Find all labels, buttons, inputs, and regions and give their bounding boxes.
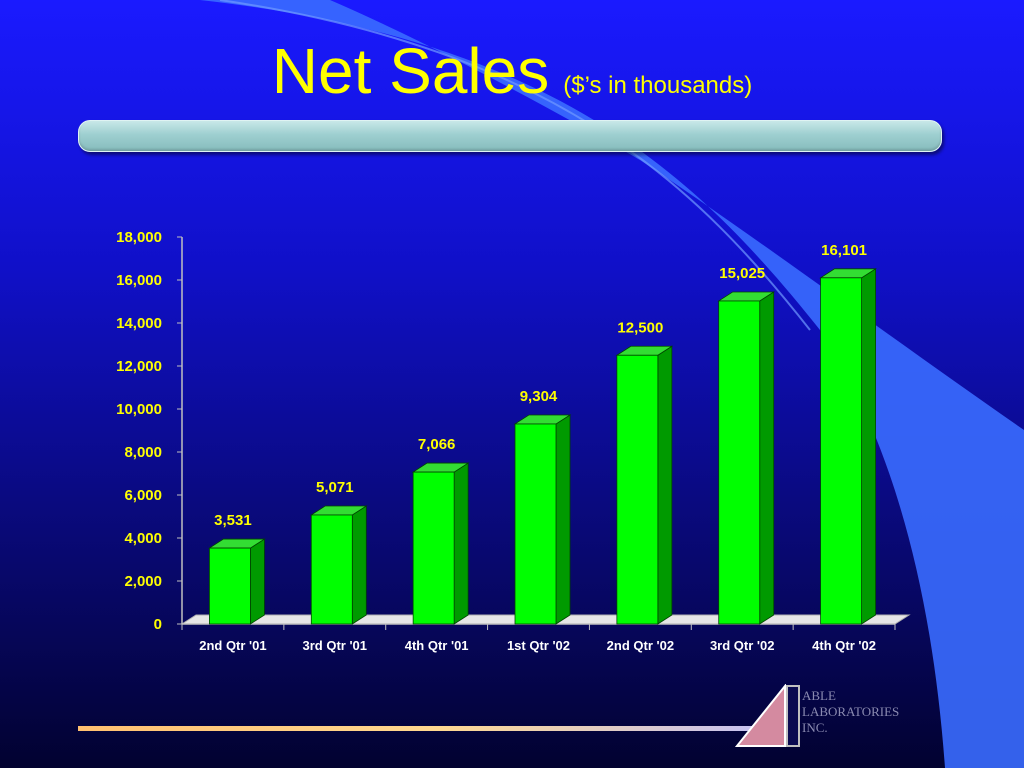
y-tick-label: 18,000: [116, 229, 162, 246]
x-category-label: 1st Qtr '02: [507, 638, 570, 653]
logo-wordmark: ABLE LABORATORIES INC.: [802, 688, 900, 735]
bar-data-label: 3,531: [214, 512, 252, 529]
bar-side: [861, 268, 876, 625]
bar-data-label: 5,071: [316, 479, 354, 496]
bar: [209, 547, 251, 625]
y-tick-label: 14,000: [116, 315, 162, 332]
y-tick-label: 0: [154, 616, 162, 633]
y-tick-label: 2,000: [124, 573, 162, 590]
x-category-label: 4th Qtr '01: [405, 638, 469, 653]
logo-triangle: [735, 684, 786, 747]
x-category-label: 4th Qtr '02: [812, 638, 876, 653]
bar: [718, 300, 761, 625]
chart-bars: [208, 268, 877, 625]
bar-side: [759, 291, 775, 625]
x-category-label: 3rd Qtr '02: [710, 638, 775, 653]
bar-side: [250, 538, 265, 625]
company-logo: [735, 684, 800, 747]
x-category-label: 2nd Qtr '01: [199, 638, 266, 653]
bar-side: [351, 505, 367, 625]
title-main: Net Sales: [271, 35, 550, 107]
bar-data-label: 7,066: [418, 436, 456, 453]
title-underline-bar: [78, 120, 942, 152]
y-tick-label: 10,000: [116, 401, 162, 418]
x-category-label: 2nd Qtr '02: [607, 638, 674, 653]
bar-data-label: 12,500: [617, 319, 663, 336]
bar: [310, 514, 353, 625]
title-subtitle: ($’s in thousands): [563, 72, 753, 99]
bar-data-label: 9,304: [520, 388, 558, 405]
bar-side: [453, 462, 469, 625]
y-tick-label: 16,000: [116, 272, 162, 289]
bar-data-label: 16,101: [821, 242, 867, 259]
chart-labels: 0 2,000 4,000 6,000 8,000 10,000 12,000 14,000 1…: [116, 229, 876, 653]
bar-side: [555, 414, 571, 625]
bar: [412, 471, 455, 625]
bar-side: [657, 345, 673, 625]
y-tick-label: 6,000: [124, 487, 162, 504]
bar: [514, 423, 557, 625]
logo-bar: [786, 685, 800, 747]
y-tick-label: 8,000: [124, 444, 162, 461]
bar-data-label: 15,025: [719, 265, 765, 282]
slide-title: Net Sales ($’s in thousands): [0, 34, 1024, 108]
footer-line: [78, 726, 798, 731]
y-tick-label: 4,000: [124, 530, 162, 547]
y-tick-label: 12,000: [116, 358, 162, 375]
x-category-label: 3rd Qtr '01: [303, 638, 368, 653]
bar: [820, 277, 862, 625]
bar: [616, 354, 659, 625]
